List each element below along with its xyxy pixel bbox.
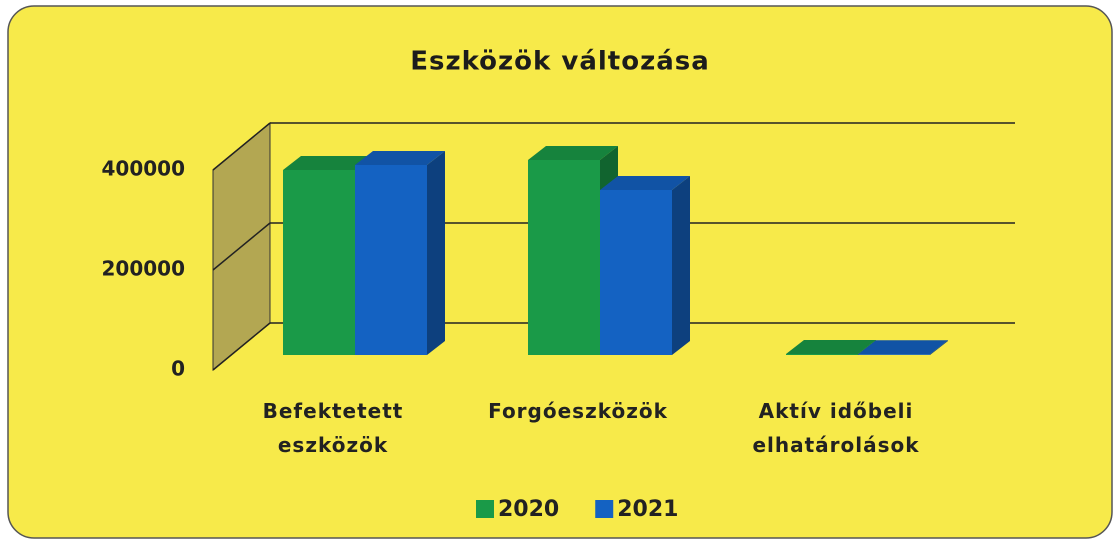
legend-swatch <box>595 500 614 518</box>
x-tick-label: Befektetett eszközök <box>262 399 404 457</box>
bar <box>600 176 690 355</box>
bar-front <box>786 354 858 355</box>
bar <box>858 340 948 355</box>
bar-front <box>355 165 427 355</box>
grid-line <box>212 322 271 371</box>
y-tick-label: 400000 <box>102 157 186 181</box>
bar-top <box>600 176 690 190</box>
bar-front <box>528 160 600 355</box>
bar-front <box>283 170 355 355</box>
legend-label: 2021 <box>617 497 678 522</box>
chart-title: Eszközök változása <box>410 47 710 77</box>
grid-line <box>212 222 271 271</box>
grid-line <box>212 122 271 171</box>
bar-top <box>283 156 373 170</box>
legend-swatch <box>476 500 494 518</box>
bar-side <box>930 340 948 355</box>
bar-top <box>786 340 876 354</box>
x-tick-label: Forgóeszközök <box>488 399 668 423</box>
bar-top <box>355 151 445 165</box>
bar <box>355 151 445 355</box>
x-tick-label: Aktív időbeli elhatárolások <box>752 399 920 457</box>
y-tick-label: 200000 <box>102 257 186 281</box>
y-tick-label: 0 <box>171 357 185 381</box>
bar-top <box>528 146 618 160</box>
bar-top <box>858 340 948 355</box>
bar-side <box>427 151 445 355</box>
bar-front <box>600 190 672 355</box>
bar-front <box>858 354 930 355</box>
bar-side <box>672 176 690 355</box>
legend-label: 2020 <box>498 497 559 522</box>
